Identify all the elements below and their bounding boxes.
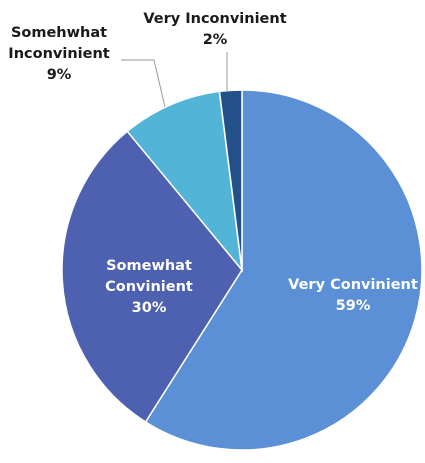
slice-name-line-3-0: Very Inconvinient [143, 11, 286, 27]
slice-name-line-2-1: Inconvinient [8, 46, 109, 62]
slice-value-label-0: 59% [336, 298, 371, 314]
slice-name-line-1-1: Convinient [105, 279, 193, 295]
slice-label-3: Very Inconvinient 2% [143, 11, 286, 48]
pie-slice-3 [218, 89, 243, 271]
slice-value-label-3: 2% [203, 32, 228, 48]
leader-line-2 [121, 59, 166, 108]
pie-slices [61, 89, 423, 451]
pie-slice-0 [144, 89, 423, 451]
slice-value-label-2: 9% [47, 67, 72, 83]
slice-label-1: Somewhat Convinient 30% [105, 258, 193, 316]
leader-lines [121, 52, 228, 108]
slice-labels: Very Convinient 59%Somewhat Convinient 30%S… [8, 11, 418, 316]
slice-name-line-1-0: Somewhat [106, 258, 192, 274]
slice-label-2: Somehwhat Inconvinient 9% [8, 25, 109, 83]
slice-value-label-1: 30% [132, 300, 167, 316]
pie-slice-1 [61, 130, 243, 424]
pie-slice-2 [126, 90, 244, 273]
slice-label-0: Very Convinient 59% [288, 277, 418, 314]
slice-name-line-2-0: Somehwhat [11, 25, 107, 41]
slice-name-line-0-0: Very Convinient [288, 277, 418, 293]
